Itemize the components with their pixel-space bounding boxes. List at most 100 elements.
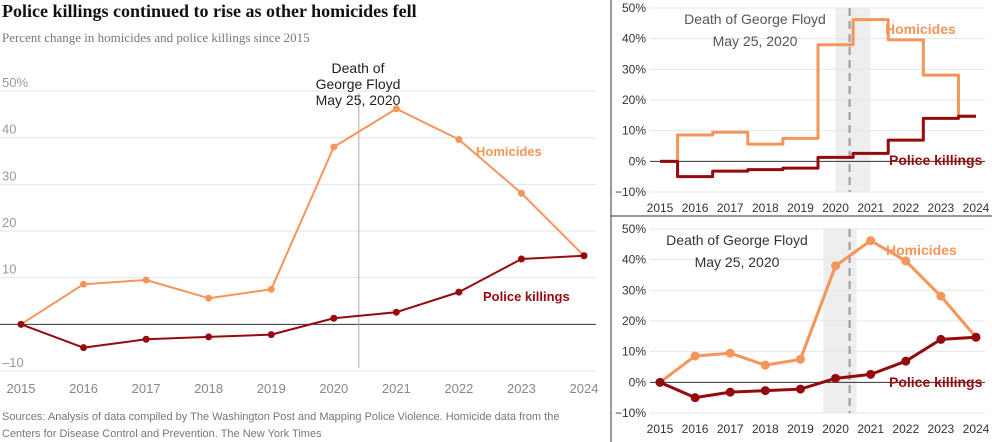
x-tick-label: 2015 — [647, 201, 674, 215]
x-tick-label: 2023 — [928, 422, 955, 436]
y-tick-label: −10% — [615, 406, 646, 420]
police-killings-series-line — [659, 335, 977, 400]
police-killings-data-point — [17, 320, 25, 328]
police-killings-data-point — [267, 331, 275, 339]
x-tick-label: 2015 — [7, 381, 36, 396]
x-tick-label: 2020 — [822, 422, 849, 436]
y-tick-label: 30 — [2, 168, 16, 183]
police-killings-data-point — [205, 333, 213, 341]
x-tick-label: 2019 — [787, 201, 814, 215]
x-tick-label: 2024 — [570, 381, 599, 396]
y-tick-label: 10 — [2, 262, 16, 277]
y-tick-label: 0% — [629, 154, 647, 168]
y-tick-label: 50% — [622, 1, 646, 15]
police-killings-data-point — [455, 288, 463, 296]
x-tick-label: 2022 — [892, 422, 919, 436]
event-annotation: George Floyd — [316, 76, 401, 92]
y-tick-label: −10% — [615, 185, 646, 199]
event-annotation: May 25, 2020 — [713, 33, 798, 49]
homicides-data-point — [455, 136, 463, 144]
main-line-chart: –10 10 20 30 40 50% 2015 2016 2017 2018 2019 2020 20… — [0, 60, 598, 396]
police-killings-data-point — [392, 308, 400, 316]
police-killings-data-point — [655, 377, 665, 387]
homicides-data-point — [795, 354, 805, 364]
x-tick-label: 2024 — [963, 201, 990, 215]
homicides-data-point — [392, 105, 400, 113]
x-tick-label: 2021 — [857, 201, 884, 215]
homicides-data-point — [831, 261, 841, 271]
x-tick-label: 2020 — [822, 201, 849, 215]
police-killings-data-point — [901, 356, 911, 366]
homicides-series-line — [660, 18, 976, 163]
source-line-1: Sources: Analysis of data compiled by Th… — [2, 411, 559, 423]
police-killings-data-point — [971, 332, 981, 342]
x-tick-label: 2023 — [928, 201, 955, 215]
event-annotation: May 25, 2020 — [316, 92, 401, 108]
x-tick-label: 2022 — [892, 201, 919, 215]
homicides-series-label: Homicides — [885, 21, 956, 37]
police-killings-data-point — [580, 252, 588, 260]
x-tick-label: 2020 — [319, 381, 348, 396]
x-tick-label: 2021 — [382, 381, 411, 396]
x-tick-label: 2016 — [69, 381, 98, 396]
y-tick-label: 40% — [622, 32, 646, 46]
source-line-2: Centers for Disease Control and Preventi… — [2, 428, 322, 440]
y-tick-label: 10% — [622, 345, 646, 359]
x-tick-label: 2021 — [857, 422, 884, 436]
homicides-series-line — [20, 107, 585, 326]
y-tick-label: 40 — [2, 122, 16, 137]
homicides-data-point — [330, 143, 338, 151]
x-tick-label: 2018 — [752, 201, 779, 215]
event-annotation: Death of — [332, 60, 385, 76]
homicides-data-point — [690, 351, 700, 361]
homicides-series-label: Homicides — [476, 144, 542, 159]
police-killings-series-label: Police killings — [889, 374, 983, 390]
y-tick-label: 50% — [622, 222, 646, 236]
event-annotation: Death of George Floyd — [684, 11, 826, 27]
police-killings-data-point — [760, 386, 770, 396]
x-tick-label: 2015 — [647, 422, 674, 436]
x-tick-label: 2017 — [717, 201, 744, 215]
y-tick-label: 30% — [622, 283, 646, 297]
x-tick-label: 2019 — [787, 422, 814, 436]
police-killings-data-point — [866, 369, 876, 379]
police-killings-series-line — [660, 114, 976, 179]
homicides-data-point — [205, 294, 213, 302]
event-annotation: Death of George Floyd — [666, 232, 808, 248]
police-killings-series-label: Police killings — [483, 289, 570, 304]
police-killings-data-point — [80, 344, 88, 352]
y-tick-label: 50% — [2, 75, 28, 90]
police-killings-series-label: Police killings — [889, 152, 983, 168]
police-killings-data-point — [142, 335, 150, 343]
homicides-data-point — [142, 276, 150, 284]
police-killings-data-point — [517, 255, 525, 263]
homicides-data-point — [725, 348, 735, 358]
police-killings-data-point — [936, 334, 946, 344]
step-line-chart: −10% 0% 10% 20% 30% 40% 50% 2015 2016 2017 2018 201… — [615, 1, 990, 215]
y-tick-label: 20% — [622, 314, 646, 328]
police-killings-data-point — [725, 387, 735, 397]
x-tick-label: 2018 — [752, 422, 779, 436]
y-tick-label: 20 — [2, 215, 16, 230]
x-tick-label: 2018 — [194, 381, 223, 396]
y-tick-label: 40% — [622, 253, 646, 267]
x-tick-label: 2019 — [257, 381, 286, 396]
y-tick-label: 20% — [622, 93, 646, 107]
homicides-data-point — [80, 280, 88, 288]
police-killings-series-line — [20, 254, 585, 349]
homicides-data-point — [901, 256, 911, 266]
homicides-data-point — [760, 360, 770, 370]
y-tick-label: 10% — [622, 124, 646, 138]
x-tick-label: 2017 — [132, 381, 161, 396]
x-tick-label: 2023 — [507, 381, 536, 396]
homicides-series-line — [659, 239, 978, 384]
source-note: Sources: Analysis of data compiled by Th… — [2, 411, 563, 440]
x-tick-label: 2016 — [682, 422, 709, 436]
police-killings-data-point — [690, 393, 700, 403]
x-tick-label: 2016 — [682, 201, 709, 215]
police-killings-data-point — [831, 373, 841, 383]
homicides-data-point — [517, 189, 525, 197]
x-tick-label: 2024 — [963, 422, 990, 436]
homicides-data-point — [936, 291, 946, 301]
